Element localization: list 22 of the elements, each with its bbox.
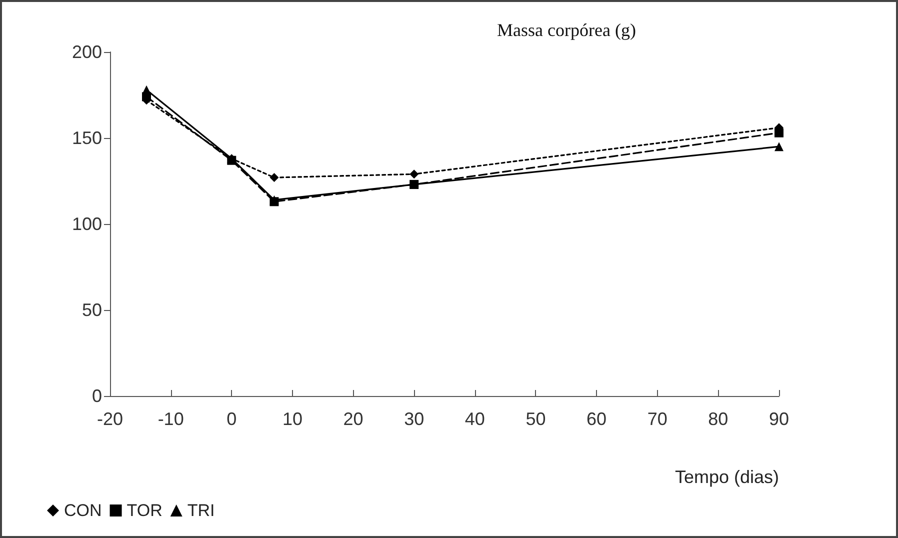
x-tick-label: 50 [526,409,546,429]
x-tick-label: 30 [404,409,424,429]
x-tick-label: 90 [768,409,790,429]
y-tick-label: 0 [92,386,102,406]
x-tick-label: 60 [586,409,607,429]
x-tick-label: 40 [464,409,485,429]
y-tick-label: 150 [72,128,102,148]
legend-label: CON [64,501,102,520]
y-tick-label: 200 [72,42,102,62]
x-tick-label: 10 [282,409,302,429]
x-tick-label: -20 [96,409,124,429]
x-axis-title: Tempo (dias) [674,467,779,487]
x-tick-label: -10 [158,409,184,429]
x-tick-label: 0 [226,409,237,429]
y-tick-label: 50 [82,300,102,320]
chart-title: Massa corpórea (g) [497,20,636,40]
legend-label: TRI [187,501,215,520]
x-tick-label: 20 [343,409,364,429]
x-tick-label: 80 [708,409,728,429]
y-tick-label: 100 [72,214,102,234]
legend-label: TOR [126,501,162,520]
x-tick-label: 70 [647,409,668,429]
